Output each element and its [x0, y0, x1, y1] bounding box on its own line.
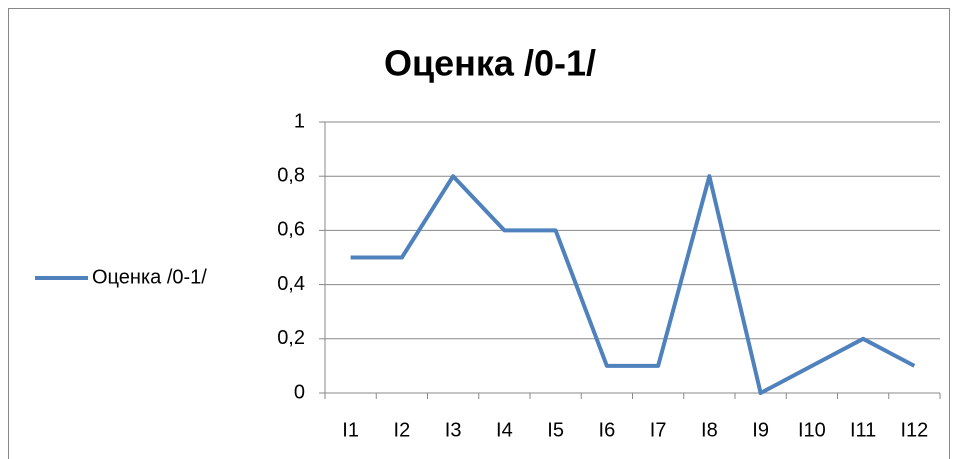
x-tick-label: I10: [798, 419, 826, 441]
y-tick-label: 1: [294, 110, 305, 132]
x-tick-label: I1: [342, 419, 359, 441]
x-tick-label: I7: [650, 419, 667, 441]
chart-title: Оценка /0-1/: [384, 43, 596, 84]
x-tick-label: I4: [496, 419, 513, 441]
x-tick-label: I9: [752, 419, 769, 441]
y-tick-label: 0,6: [277, 219, 305, 241]
x-tick-label: I8: [701, 419, 718, 441]
x-tick-label: I2: [394, 419, 411, 441]
chart-frame: [8, 8, 950, 459]
x-tick-label: I3: [445, 419, 462, 441]
y-tick-label: 0: [294, 381, 305, 403]
legend-label: Оценка /0-1/: [92, 266, 207, 288]
y-tick-label: 0,8: [277, 164, 305, 186]
y-tick-label: 0,2: [277, 327, 305, 349]
x-tick-label: I11: [850, 419, 876, 441]
x-tick-label: I12: [900, 419, 928, 441]
series-line: [350, 174, 916, 395]
y-tick-label: 0,4: [277, 273, 305, 295]
x-tick-label: I5: [547, 419, 564, 441]
x-tick-label: I6: [599, 419, 616, 441]
